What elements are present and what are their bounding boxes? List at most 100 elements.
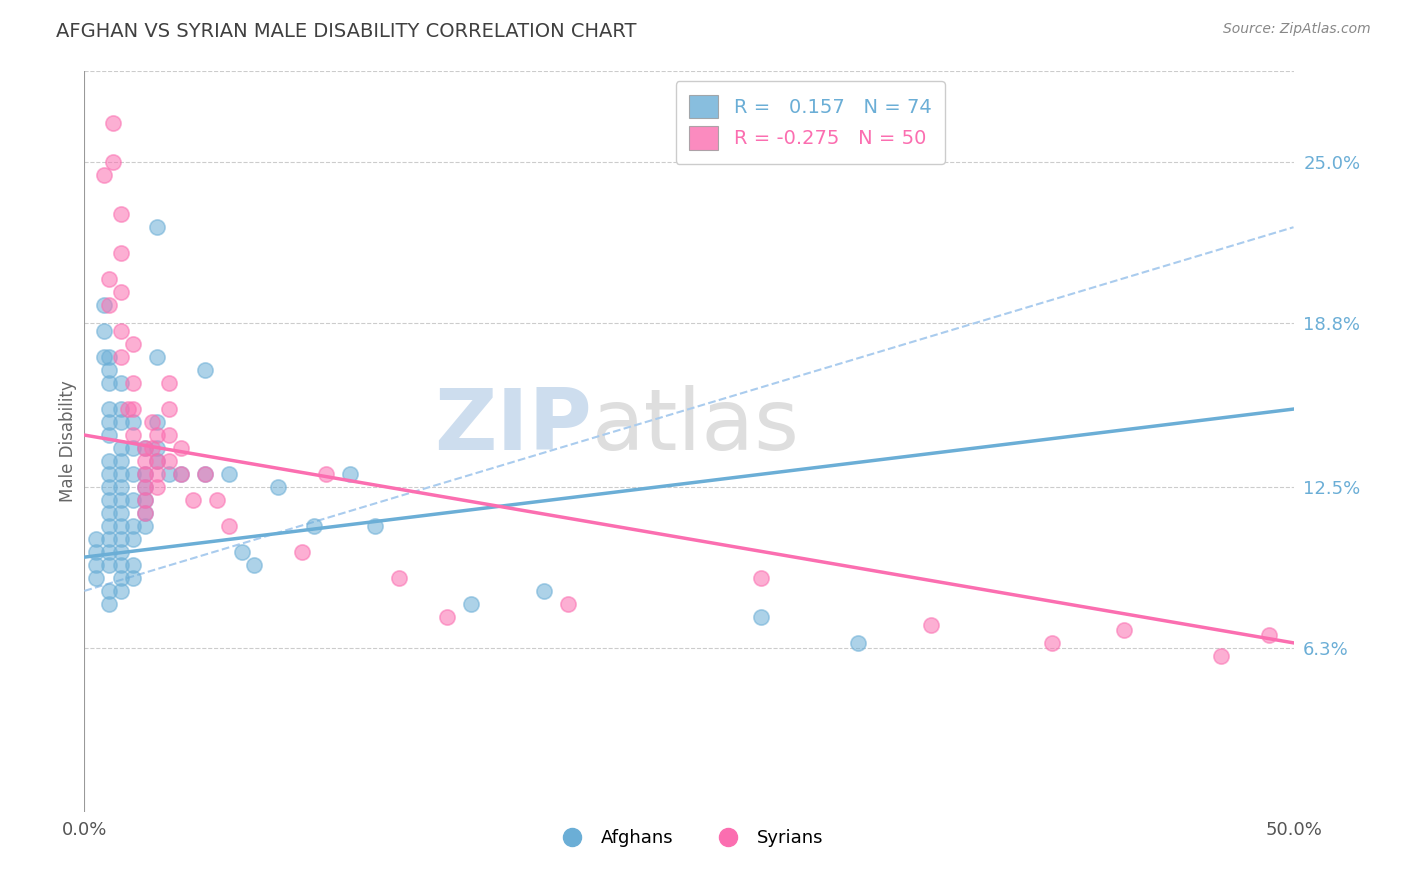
Point xyxy=(157,376,180,390)
Point xyxy=(436,610,458,624)
Point xyxy=(134,480,156,494)
Point xyxy=(267,480,290,494)
Point xyxy=(97,583,120,598)
Point xyxy=(97,532,120,546)
Point xyxy=(110,376,132,390)
Point xyxy=(93,350,115,364)
Point xyxy=(97,519,120,533)
Point xyxy=(97,545,120,559)
Point xyxy=(1258,628,1281,642)
Point xyxy=(134,454,156,468)
Point xyxy=(141,441,163,455)
Text: Source: ZipAtlas.com: Source: ZipAtlas.com xyxy=(1223,22,1371,37)
Point xyxy=(110,402,132,417)
Point xyxy=(110,415,132,429)
Point xyxy=(194,363,217,377)
Point xyxy=(170,467,193,481)
Point xyxy=(97,363,120,377)
Point xyxy=(121,467,143,481)
Point xyxy=(134,506,156,520)
Point xyxy=(86,532,108,546)
Point xyxy=(121,415,143,429)
Point xyxy=(121,519,143,533)
Point xyxy=(1114,623,1136,637)
Point xyxy=(121,337,143,351)
Point xyxy=(207,493,229,508)
Point xyxy=(110,558,132,572)
Point xyxy=(117,402,139,417)
Point xyxy=(86,558,108,572)
Point xyxy=(110,350,132,364)
Point xyxy=(218,519,240,533)
Point xyxy=(97,597,120,611)
Point xyxy=(146,454,169,468)
Point xyxy=(110,441,132,455)
Point xyxy=(134,480,156,494)
Text: ZIP: ZIP xyxy=(434,385,592,468)
Point xyxy=(157,467,180,481)
Point xyxy=(388,571,411,585)
Point xyxy=(121,428,143,442)
Point xyxy=(93,168,115,182)
Point xyxy=(146,350,169,364)
Point xyxy=(110,285,132,300)
Point xyxy=(146,415,169,429)
Point xyxy=(97,428,120,442)
Point xyxy=(231,545,253,559)
Point xyxy=(363,519,385,533)
Point xyxy=(97,467,120,481)
Point xyxy=(291,545,314,559)
Point xyxy=(110,207,132,221)
Point xyxy=(93,324,115,338)
Point xyxy=(533,583,555,598)
Point xyxy=(170,467,193,481)
Point xyxy=(110,519,132,533)
Point xyxy=(97,480,120,494)
Point xyxy=(134,467,156,481)
Point xyxy=(846,636,869,650)
Point xyxy=(194,467,217,481)
Point xyxy=(93,298,115,312)
Point xyxy=(110,246,132,260)
Point xyxy=(97,402,120,417)
Point xyxy=(157,402,180,417)
Point xyxy=(146,220,169,235)
Point xyxy=(134,519,156,533)
Point xyxy=(146,480,169,494)
Point xyxy=(97,454,120,468)
Point xyxy=(97,298,120,312)
Point xyxy=(146,454,169,468)
Point xyxy=(110,454,132,468)
Point xyxy=(146,428,169,442)
Point xyxy=(134,467,156,481)
Point xyxy=(751,610,773,624)
Point xyxy=(1040,636,1063,650)
Point xyxy=(157,428,180,442)
Point xyxy=(97,415,120,429)
Y-axis label: Male Disability: Male Disability xyxy=(59,381,77,502)
Point xyxy=(121,402,143,417)
Point xyxy=(315,467,337,481)
Point xyxy=(157,454,180,468)
Point xyxy=(302,519,325,533)
Point xyxy=(170,441,193,455)
Point xyxy=(141,415,163,429)
Point xyxy=(97,493,120,508)
Point xyxy=(110,324,132,338)
Point xyxy=(110,506,132,520)
Point xyxy=(110,545,132,559)
Point xyxy=(146,441,169,455)
Point xyxy=(557,597,579,611)
Point xyxy=(97,506,120,520)
Point xyxy=(920,617,942,632)
Point xyxy=(110,467,132,481)
Point xyxy=(121,441,143,455)
Point xyxy=(121,493,143,508)
Point xyxy=(146,467,169,481)
Point xyxy=(110,532,132,546)
Point xyxy=(121,558,143,572)
Point xyxy=(97,350,120,364)
Text: AFGHAN VS SYRIAN MALE DISABILITY CORRELATION CHART: AFGHAN VS SYRIAN MALE DISABILITY CORRELA… xyxy=(56,22,637,41)
Point xyxy=(110,583,132,598)
Point xyxy=(121,532,143,546)
